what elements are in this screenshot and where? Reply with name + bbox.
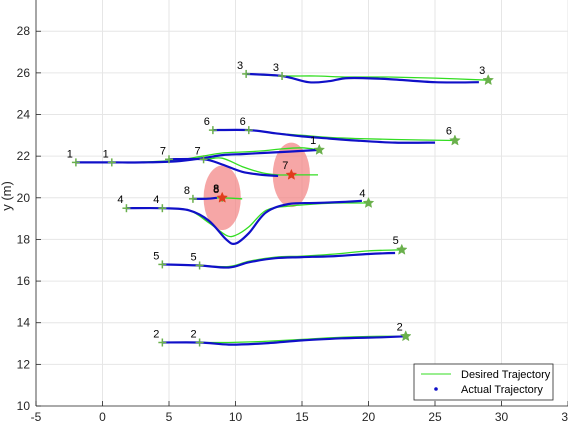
- waypoint-label-5: 5: [190, 251, 196, 263]
- y-tick-label: 16: [17, 274, 31, 288]
- x-tick-label: 20: [362, 410, 376, 424]
- waypoint-label-7: 7: [160, 145, 166, 157]
- waypoint-label-3: 3: [237, 60, 243, 72]
- axes: -50510152025303510121416182022242628: [17, 0, 568, 424]
- legend-actual-label: Actual Trajectory: [461, 384, 543, 396]
- x-tick-label: 35: [561, 410, 568, 424]
- waypoint-label-5: 5: [153, 250, 159, 262]
- goal-star-3: [482, 74, 495, 86]
- waypoint-label-3: 3: [273, 62, 279, 74]
- goal-star-7: [285, 168, 298, 180]
- legend-desired-label: Desired Trajectory: [461, 369, 551, 381]
- goal-label-7: 7: [282, 160, 288, 172]
- goal-label-2: 2: [397, 321, 403, 333]
- y-axis-title: y (m): [0, 181, 14, 211]
- waypoint-label-2: 2: [153, 328, 159, 340]
- waypoint-label-8: 8: [213, 184, 219, 196]
- waypoint-label-1: 1: [67, 148, 73, 160]
- goal-label-3: 3: [479, 65, 485, 77]
- y-tick-label: 22: [17, 149, 31, 163]
- waypoint-label-7: 7: [194, 145, 200, 157]
- y-tick-label: 20: [17, 191, 31, 205]
- legend-actual-swatch: [434, 387, 438, 391]
- waypoint-label-6: 6: [204, 116, 210, 128]
- goal-star-4: [362, 196, 375, 208]
- goal-star-8: [216, 191, 229, 203]
- goal-label-6: 6: [446, 126, 452, 138]
- x-tick-label: 5: [166, 410, 173, 424]
- legend: Desired Trajectory Actual Trajectory: [413, 363, 554, 401]
- goal-label-8: 8: [213, 183, 219, 195]
- goal-label-5: 5: [393, 235, 399, 247]
- goal-label-4: 4: [359, 188, 365, 200]
- goal-label-1: 1: [310, 135, 316, 147]
- waypoint-label-6: 6: [240, 116, 246, 128]
- legend-box: [413, 363, 554, 401]
- x-tick-label: 30: [495, 410, 509, 424]
- y-tick-label: 28: [17, 24, 31, 38]
- y-tick-label: 10: [17, 399, 31, 413]
- goal-star-2: [399, 330, 412, 342]
- actual-trajectory-1: [75, 148, 320, 164]
- x-tick-label: 15: [295, 410, 309, 424]
- y-tick-label: 26: [17, 66, 31, 80]
- x-tick-label: 0: [99, 410, 106, 424]
- actual-trajectory-5: [162, 251, 396, 269]
- x-tick-label: -5: [31, 410, 42, 424]
- waypoint-label-8: 8: [184, 185, 190, 197]
- waypoint-label-1: 1: [103, 148, 109, 160]
- goal-star-1: [313, 143, 326, 155]
- waypoint-label-4: 4: [117, 194, 123, 206]
- goal-star-6: [449, 134, 461, 146]
- y-tick-label: 12: [17, 357, 31, 371]
- waypoint-label-4: 4: [153, 194, 159, 206]
- actual-trajectory-4: [126, 199, 362, 246]
- x-tick-label: 25: [428, 410, 442, 424]
- y-tick-label: 14: [17, 316, 31, 330]
- y-tick-label: 24: [17, 108, 31, 122]
- x-tick-label: 10: [229, 410, 243, 424]
- waypoint-labels: 1 112 223 3 34 445 556 667 778 88: [67, 60, 485, 341]
- waypoint-label-2: 2: [190, 328, 196, 340]
- waypoint-markers: [71, 69, 495, 347]
- y-tick-label: 18: [17, 232, 31, 246]
- goal-star-5: [395, 243, 408, 255]
